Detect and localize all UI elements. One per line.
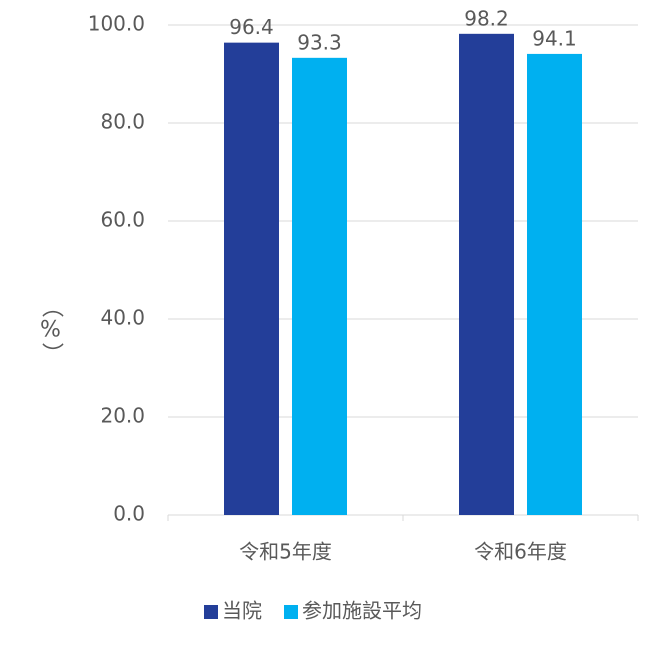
legend-label: 当院 xyxy=(222,599,262,623)
y-tick-label: 100.0 xyxy=(88,12,145,36)
bar xyxy=(224,42,279,515)
y-tick-label: 60.0 xyxy=(100,208,145,232)
y-tick-label: 80.0 xyxy=(100,110,145,134)
y-tick-label: 20.0 xyxy=(100,404,145,428)
x-tick-label: 令和6年度 xyxy=(474,540,567,564)
data-label: 98.2 xyxy=(464,6,509,30)
data-label: 93.3 xyxy=(297,30,342,54)
y-tick-label: 40.0 xyxy=(100,306,145,330)
y-tick-label: 0.0 xyxy=(113,502,145,526)
data-label: 94.1 xyxy=(532,26,577,50)
data-label: 96.4 xyxy=(229,15,274,39)
x-tick-label: 令和5年度 xyxy=(239,540,332,564)
y-axis-label: （%） xyxy=(38,296,64,365)
bar xyxy=(527,53,582,515)
legend-swatch xyxy=(284,605,298,619)
legend-swatch xyxy=(204,605,218,619)
bar xyxy=(459,33,514,515)
legend-label: 参加施設平均 xyxy=(302,599,422,623)
bar xyxy=(292,57,347,515)
